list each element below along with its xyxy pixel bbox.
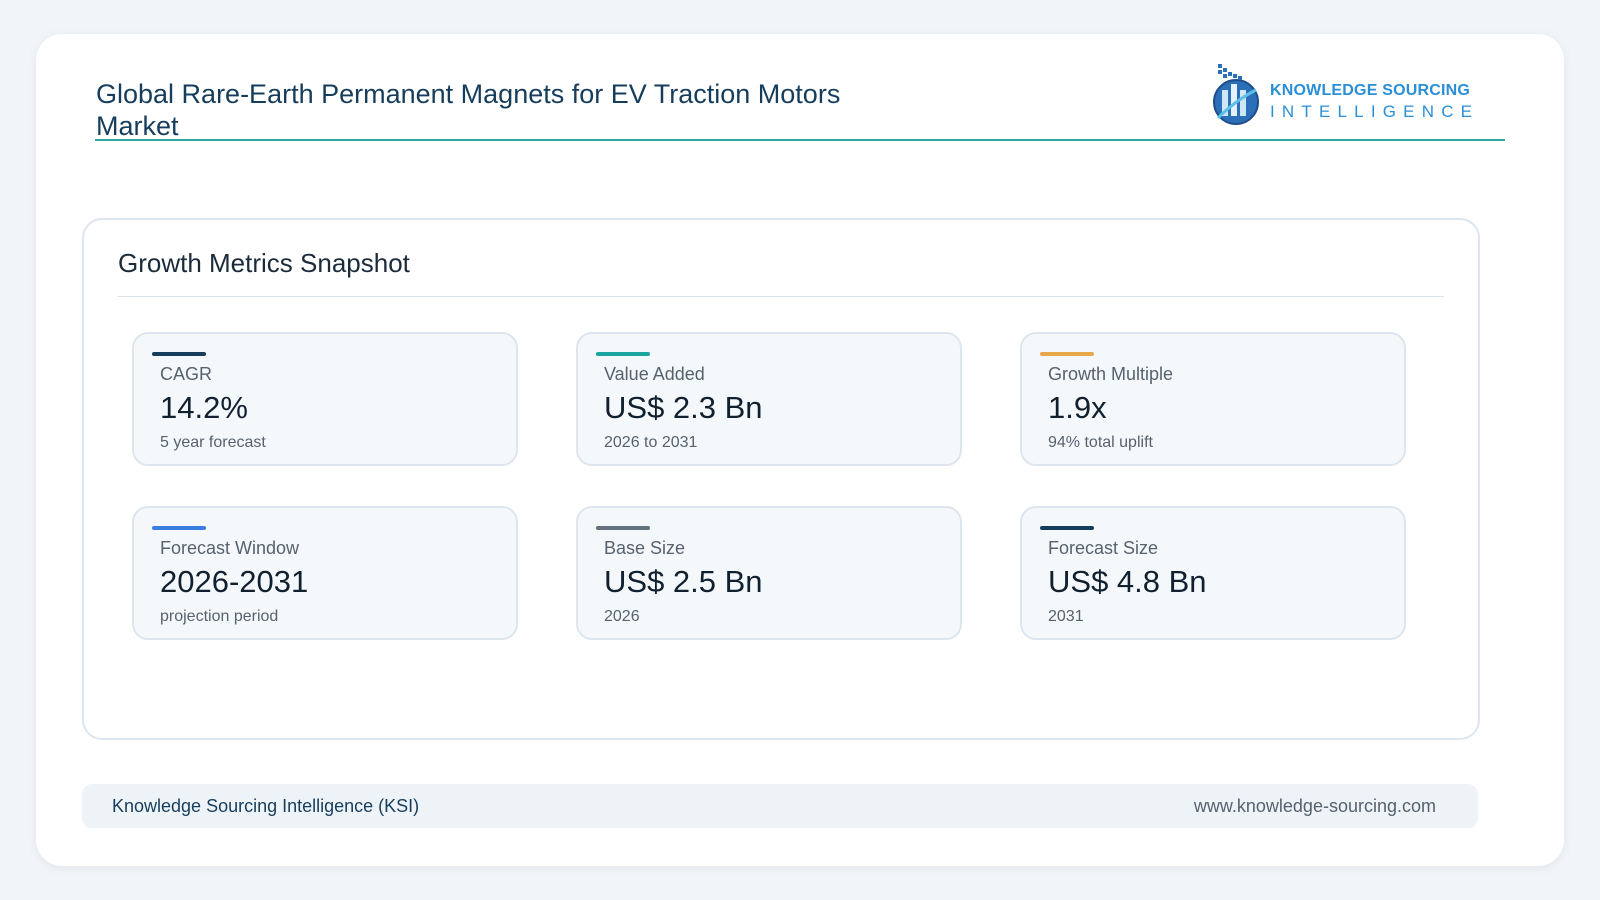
metric-value: 2026-2031 [160,564,309,599]
accent-bar [596,352,650,356]
panel-title: Growth Metrics Snapshot [118,248,410,278]
footer-company-name: Knowledge Sourcing Intelligence (KSI) [112,796,420,816]
metric-subtext: 5 year forecast [160,434,266,451]
metric-card-cagr: CAGR 14.2% 5 year forecast [132,332,518,466]
metric-label: Forecast Size [1048,538,1159,558]
metric-card-forecast-window: Forecast Window 2026-2031 projection per… [132,506,518,640]
metric-label: Forecast Window [160,538,300,558]
logo-text-line1: KNOWLEDGE SOURCING [1270,82,1471,99]
header-divider [95,139,1505,141]
company-logo: KNOWLEDGE SOURCING INTELLIGENCE [1212,60,1472,128]
metric-subtext: 2026 to 2031 [604,434,698,451]
accent-bar [596,526,650,530]
metric-card-growth-multiple: Growth Multiple 1.9x 94% total uplift [1020,332,1406,466]
metric-label: Value Added [604,364,705,384]
metric-value: US$ 2.5 Bn [604,564,763,599]
metric-label: CAGR [160,364,213,384]
metric-subtext: projection period [160,608,279,625]
accent-bar [152,352,206,356]
metric-subtext: 94% total uplift [1048,434,1153,451]
metric-subtext: 2031 [1048,608,1084,625]
growth-metrics-panel: Growth Metrics Snapshot CAGR 14.2% 5 yea… [82,218,1480,740]
footer-website-link[interactable]: www.knowledge-sourcing.com [1193,796,1436,816]
metric-value: US$ 4.8 Bn [1048,564,1207,599]
page-title: Global Rare-Earth Permanent Magnets for … [96,79,841,141]
metric-card-value-added: Value Added US$ 2.3 Bn 2026 to 2031 [576,332,962,466]
accent-bar [1040,526,1094,530]
metric-card-forecast-size: Forecast Size US$ 4.8 Bn 2031 [1020,506,1406,640]
metric-label: Growth Multiple [1048,364,1174,384]
metric-value: 1.9x [1048,390,1107,425]
metric-value: US$ 2.3 Bn [604,390,763,425]
accent-bar [152,526,206,530]
metric-label: Base Size [604,538,686,558]
footer-bar: Knowledge Sourcing Intelligence (KSI) ww… [82,784,1478,828]
logo-text-line2: INTELLIGENCE [1270,102,1480,121]
bar-chart-globe-logo-icon [1213,64,1259,125]
accent-bar [1040,352,1094,356]
metric-card-base-size: Base Size US$ 2.5 Bn 2026 [576,506,962,640]
metric-value: 14.2% [160,390,248,425]
metric-subtext: 2026 [604,608,640,625]
panel-divider [118,296,1444,297]
